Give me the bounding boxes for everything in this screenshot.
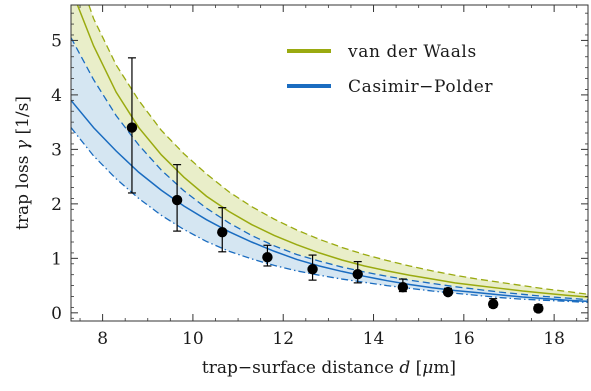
point-marker: [217, 226, 228, 238]
point-marker: [126, 122, 138, 133]
point-marker: [262, 252, 273, 263]
y-tick-label: 2: [51, 195, 62, 215]
y-tick-label: 4: [51, 86, 62, 106]
point-marker: [487, 298, 499, 310]
y-tick-label: 1: [51, 249, 62, 269]
legend-label-vdw: van der Waals: [347, 42, 477, 62]
y-tick-label: 3: [51, 140, 62, 160]
x-axis-label: trap−surface distance d [μm]: [202, 358, 456, 378]
point-marker: [352, 268, 363, 280]
point-marker: [171, 194, 183, 206]
x-tick-label: 12: [272, 329, 294, 349]
model-curves: [71, 5, 588, 304]
vdw-band: [71, 5, 588, 300]
data-point-1: [126, 57, 138, 194]
data-point-8: [442, 286, 454, 298]
cp-band: [71, 37, 588, 303]
data-point-4: [262, 244, 273, 267]
x-tick-label: 18: [543, 329, 565, 349]
legend-label-cp: Casimir−Polder: [348, 77, 493, 97]
x-tick-label: 16: [453, 329, 475, 349]
data-point-6: [352, 261, 363, 284]
point-marker: [442, 286, 454, 298]
point-marker: [533, 303, 544, 314]
point-marker: [397, 282, 409, 293]
y-tick-label: 0: [51, 304, 62, 324]
x-tick-label: 10: [182, 329, 204, 349]
data-point-3: [217, 207, 228, 253]
cp-upper-bound-line: [71, 37, 588, 301]
x-tick-label: 8: [97, 329, 108, 349]
vdw-upper-bound-line: [88, 5, 588, 295]
uncertainty-bands: [71, 5, 588, 303]
data-point-5: [307, 254, 318, 281]
cp-central-line: [71, 99, 588, 303]
plot-frame: [70, 4, 589, 322]
legend: van der Waals Casimir−Polder: [287, 42, 493, 97]
data-point-10: [533, 303, 544, 314]
vdw-central-line: [76, 5, 588, 298]
y-tick-label: 5: [51, 31, 62, 51]
point-marker: [307, 264, 318, 275]
x-tick-label: 14: [363, 329, 385, 349]
cp-lower-bound-line: [71, 127, 588, 304]
data-points: [126, 57, 544, 314]
y-axis-label: trap loss γ [1/s]: [13, 96, 33, 230]
data-point-2: [171, 164, 183, 232]
data-point-7: [397, 278, 409, 293]
data-point-9: [487, 298, 499, 310]
